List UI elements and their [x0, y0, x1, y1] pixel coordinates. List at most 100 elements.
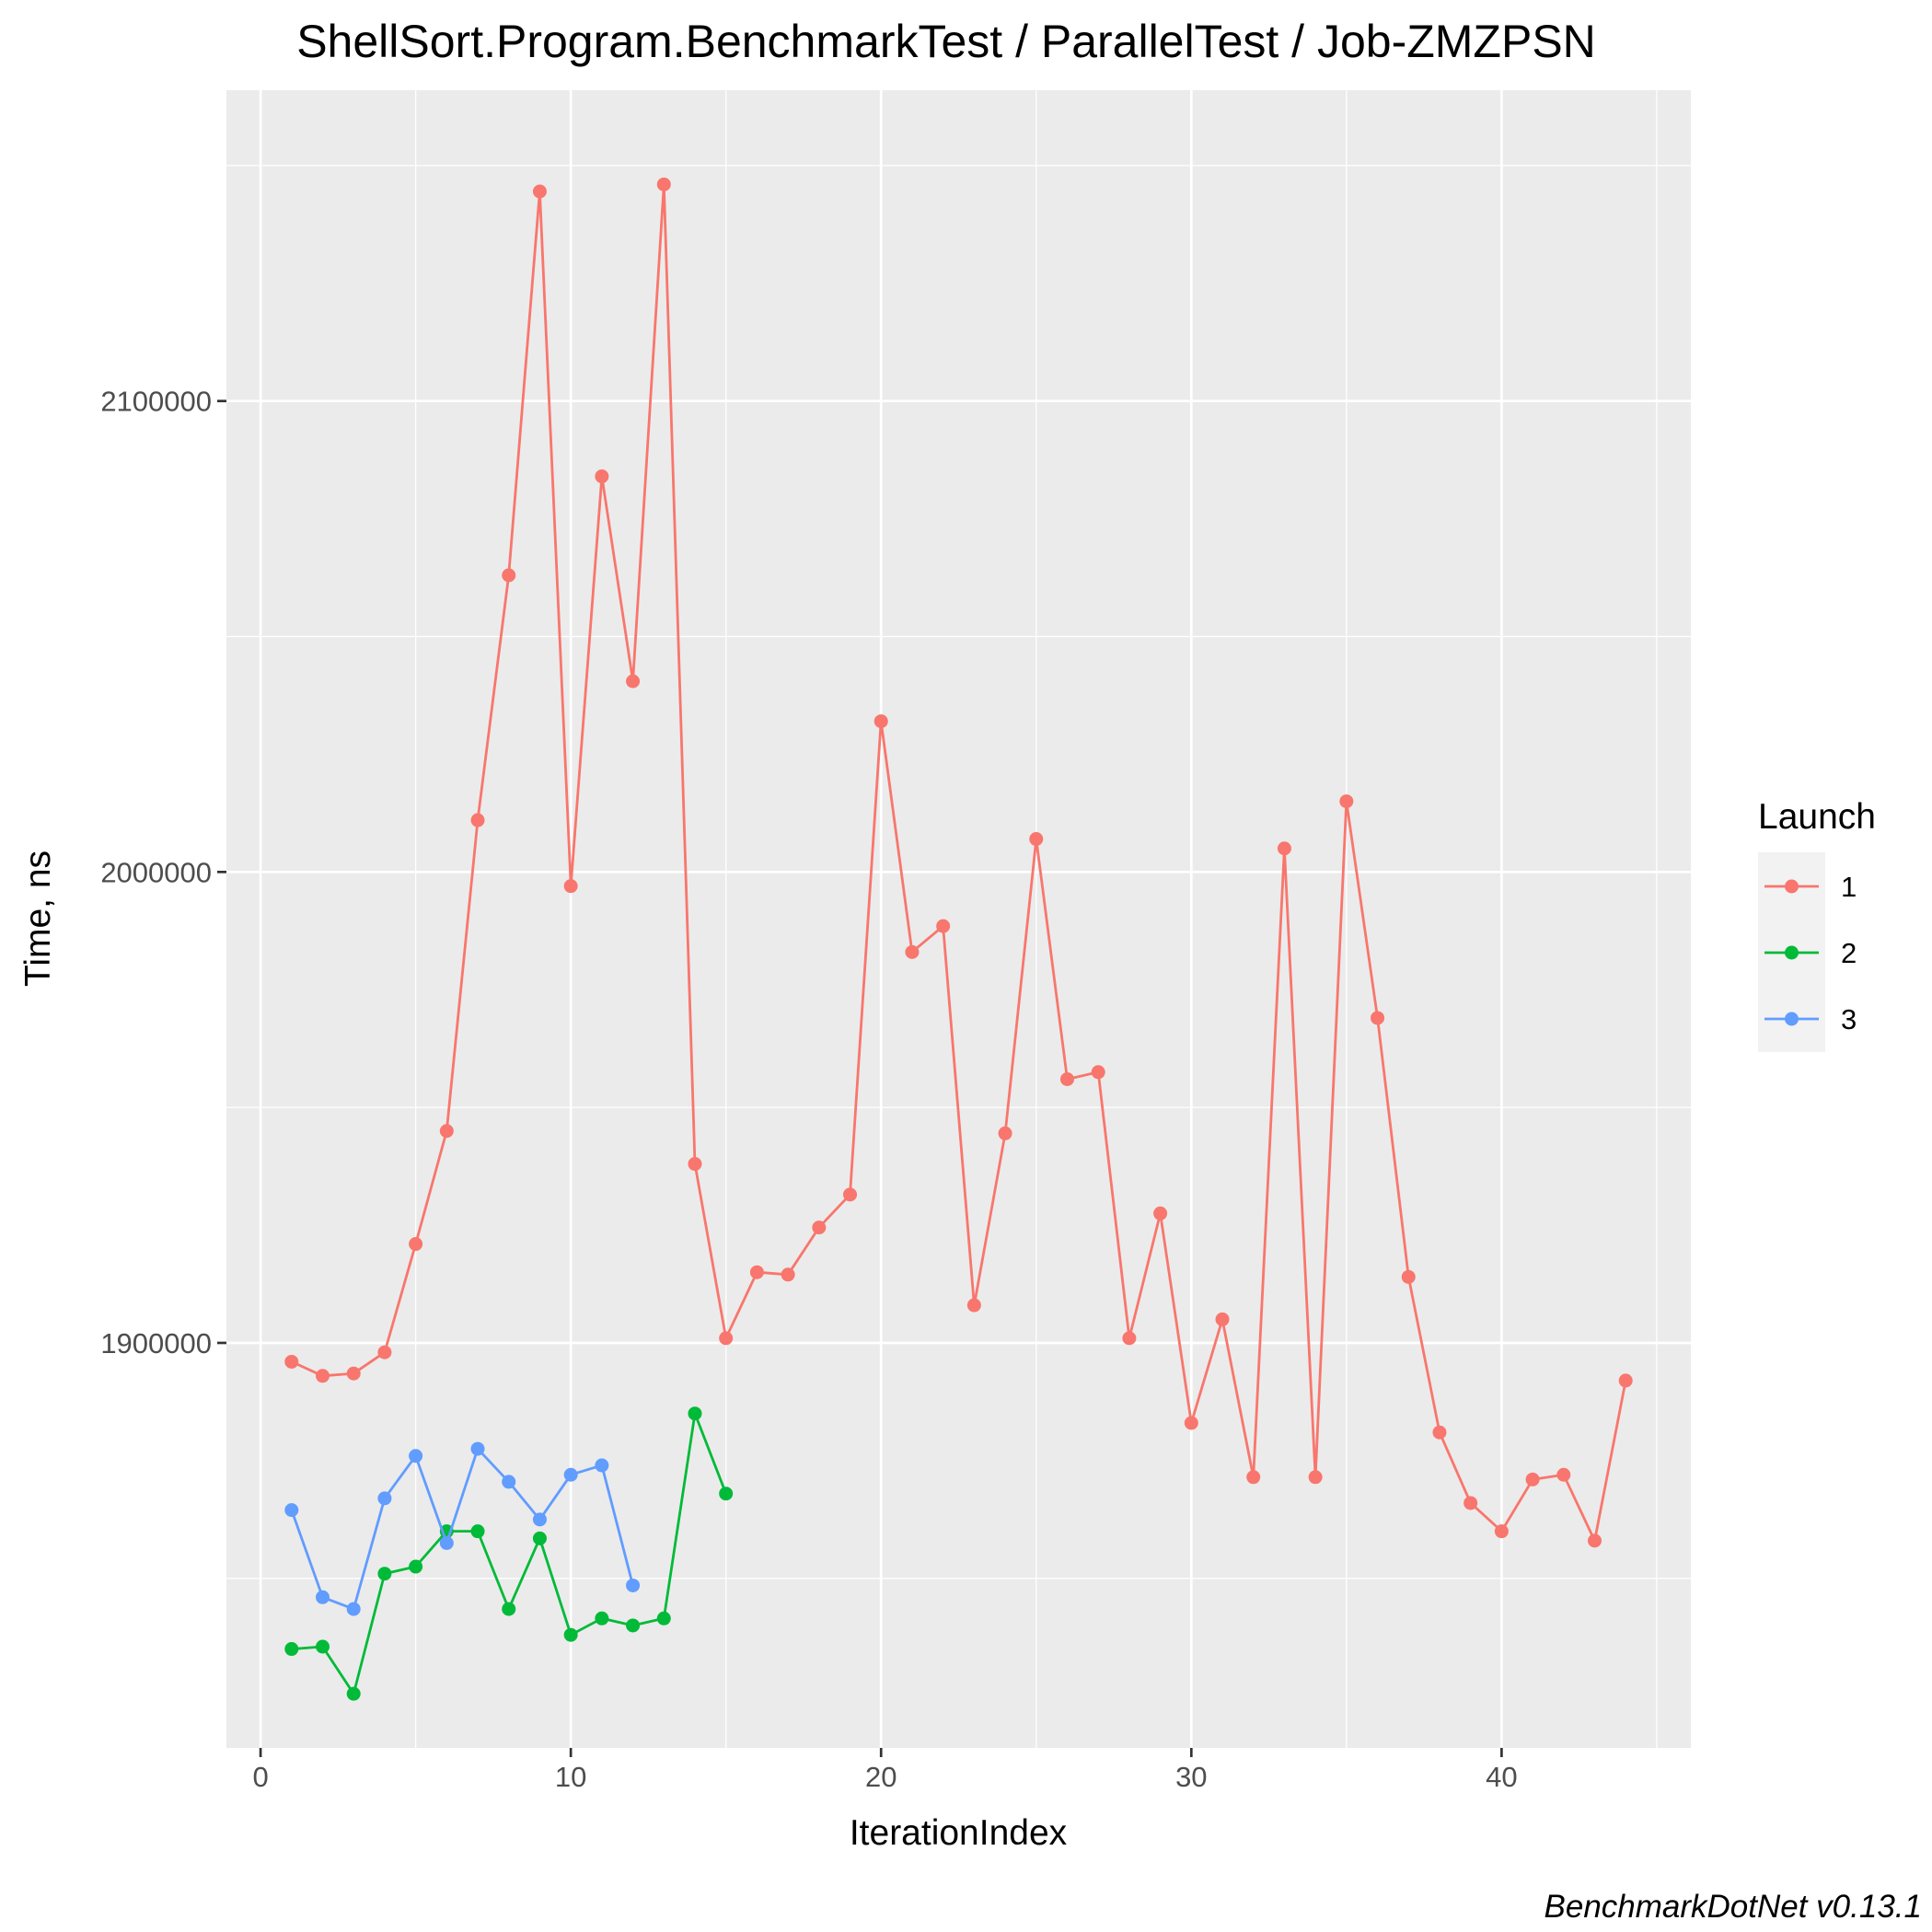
- data-point: [1059, 1071, 1074, 1086]
- legend-label: 1: [1841, 871, 1857, 903]
- data-point: [1215, 1312, 1230, 1326]
- data-point: [563, 1467, 578, 1482]
- data-point: [781, 1267, 795, 1282]
- data-point: [409, 1237, 423, 1252]
- data-point: [688, 1406, 702, 1421]
- data-point: [626, 674, 641, 688]
- data-point: [1339, 794, 1354, 809]
- y-axis: 1900000 2000000 2100000: [100, 386, 226, 1359]
- data-point: [905, 944, 920, 959]
- legend-title: Launch: [1758, 797, 1876, 837]
- series-1: [284, 177, 1633, 1548]
- legend: Launch 1 2 3: [1758, 797, 1876, 1052]
- data-point: [377, 1491, 392, 1506]
- x-axis: 0 10 20 30 40: [252, 1748, 1518, 1793]
- x-tick-label: 40: [1486, 1761, 1517, 1793]
- data-point: [1277, 841, 1291, 856]
- x-tick-label: 30: [1175, 1761, 1207, 1793]
- data-point: [966, 1298, 981, 1313]
- data-point: [1153, 1206, 1168, 1221]
- data-point: [470, 1524, 485, 1539]
- data-point: [1556, 1467, 1571, 1482]
- data-point: [346, 1686, 361, 1701]
- data-point: [1525, 1472, 1540, 1487]
- data-point: [688, 1157, 702, 1172]
- data-point: [1588, 1533, 1602, 1548]
- data-point: [1432, 1425, 1447, 1440]
- y-tick-label: 1900000: [100, 1327, 212, 1359]
- legend-items: 1 2 3: [1764, 871, 1857, 1035]
- data-point: [626, 1618, 641, 1633]
- legend-item-1: 1: [1764, 871, 1857, 903]
- data-point: [1463, 1496, 1478, 1510]
- data-point: [284, 1354, 299, 1369]
- x-tick-label: 10: [555, 1761, 586, 1793]
- data-point: [502, 1475, 516, 1489]
- x-axis-title: IterationIndex: [850, 1813, 1068, 1853]
- data-point: [656, 177, 671, 191]
- data-point: [595, 1611, 609, 1625]
- data-point: [563, 1627, 578, 1642]
- chart-title: ShellSort.Program.BenchmarkTest / Parall…: [296, 16, 1596, 67]
- y-tick-label: 2000000: [100, 856, 212, 888]
- data-point: [812, 1221, 827, 1235]
- data-point: [346, 1366, 361, 1381]
- data-point: [998, 1126, 1012, 1140]
- data-point: [563, 879, 578, 894]
- data-point: [1122, 1331, 1137, 1346]
- data-point: [749, 1265, 764, 1279]
- data-point: [532, 184, 547, 199]
- y-tick-label: 2100000: [100, 386, 212, 418]
- x-tick-label: 20: [865, 1761, 897, 1793]
- y-axis-title: Time, ns: [18, 850, 58, 987]
- data-point: [470, 813, 485, 827]
- legend-key-point: [1785, 1012, 1799, 1026]
- legend-label: 2: [1841, 937, 1857, 969]
- legend-item-3: 3: [1764, 1003, 1857, 1035]
- data-point: [656, 1611, 671, 1625]
- data-point: [377, 1567, 392, 1581]
- data-point: [315, 1590, 330, 1604]
- data-point: [315, 1369, 330, 1383]
- series-layer: [284, 177, 1633, 1701]
- x-tick-label: 0: [252, 1761, 268, 1793]
- data-point: [1494, 1524, 1509, 1539]
- legend-key-point: [1785, 945, 1799, 960]
- data-point: [532, 1512, 547, 1527]
- data-point: [315, 1639, 330, 1654]
- series-line: [291, 182, 1627, 1543]
- data-point: [284, 1642, 299, 1657]
- legend-label: 3: [1841, 1003, 1857, 1035]
- series-3: [284, 1441, 641, 1616]
- data-point: [409, 1449, 423, 1463]
- legend-key-point: [1785, 879, 1799, 894]
- data-point: [1308, 1470, 1323, 1485]
- data-point: [595, 469, 609, 484]
- data-point: [1184, 1416, 1198, 1430]
- data-point: [1401, 1269, 1416, 1284]
- data-point: [377, 1345, 392, 1359]
- data-point: [439, 1535, 454, 1550]
- data-point: [284, 1503, 299, 1518]
- grid-minor: [226, 90, 1691, 1748]
- chart-caption: BenchmarkDotNet v0.13.1: [1544, 1889, 1922, 1925]
- data-point: [1371, 1011, 1385, 1025]
- data-point: [532, 1531, 547, 1545]
- data-point: [1091, 1065, 1105, 1080]
- data-point: [719, 1331, 734, 1346]
- data-point: [936, 919, 951, 933]
- data-point: [873, 714, 888, 729]
- data-point: [626, 1578, 641, 1592]
- series-2: [284, 1406, 734, 1701]
- data-point: [502, 1602, 516, 1616]
- data-point: [843, 1187, 858, 1202]
- data-point: [1246, 1470, 1261, 1485]
- data-point: [439, 1124, 454, 1139]
- data-point: [1618, 1373, 1633, 1388]
- data-point: [1029, 832, 1044, 847]
- data-point: [595, 1458, 609, 1473]
- legend-item-2: 2: [1764, 937, 1857, 969]
- data-point: [470, 1441, 485, 1456]
